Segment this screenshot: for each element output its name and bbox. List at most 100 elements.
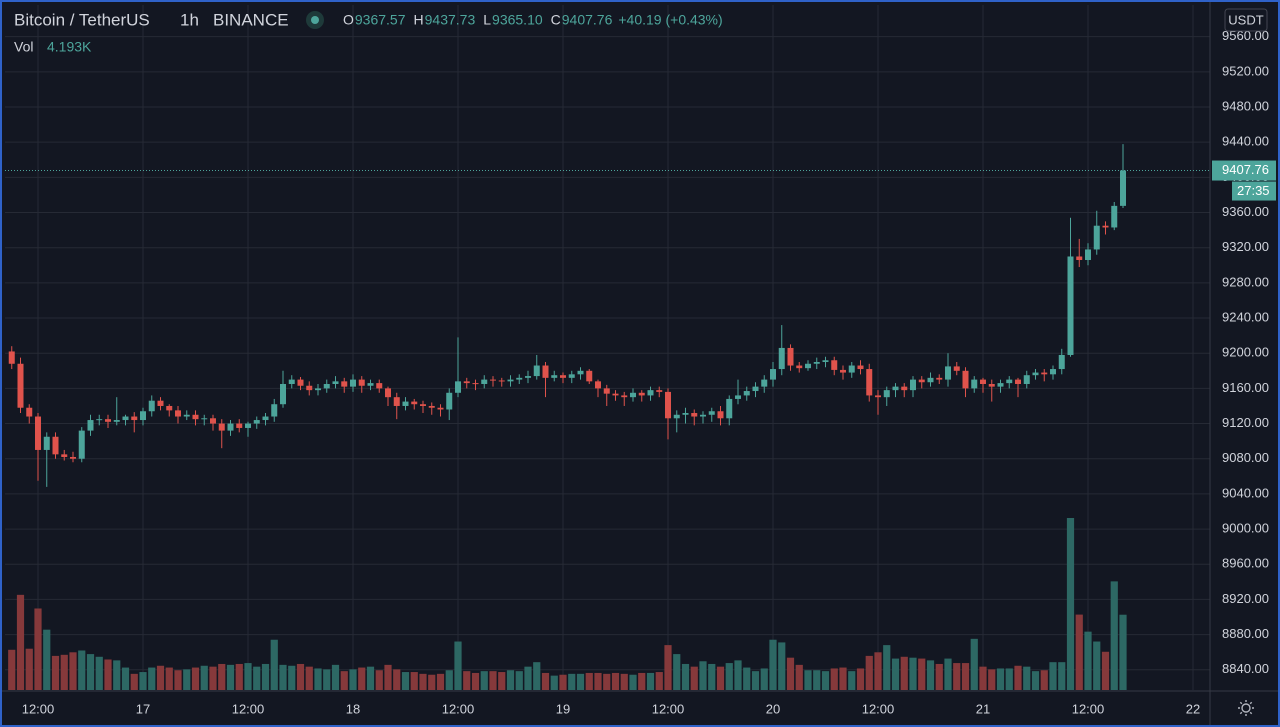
currency-button[interactable] bbox=[1224, 8, 1268, 32]
gear-teeth bbox=[1238, 700, 1254, 716]
y-tick-label: 9320.00 bbox=[1222, 239, 1269, 254]
volume-bar bbox=[996, 668, 1005, 690]
volume-bar bbox=[463, 671, 471, 690]
volume-bar bbox=[734, 660, 742, 690]
volume-bar bbox=[664, 645, 672, 690]
volume-bar bbox=[953, 663, 961, 690]
candle-body bbox=[1120, 170, 1126, 206]
volume-bar bbox=[130, 673, 138, 690]
volume-bar bbox=[410, 672, 418, 690]
volume-bar bbox=[113, 660, 121, 690]
volume-bar bbox=[585, 672, 593, 690]
candle-body bbox=[236, 423, 243, 428]
volume-bar bbox=[25, 648, 33, 690]
volume-bar bbox=[375, 670, 383, 690]
axes: 9560.009520.009480.009440.009400.009360.… bbox=[22, 28, 1276, 716]
candle-body bbox=[910, 379, 916, 391]
volume-bar bbox=[261, 663, 270, 690]
y-tick-label: 9360.00 bbox=[1222, 204, 1269, 219]
volume-bar bbox=[436, 673, 445, 690]
candle-body bbox=[358, 379, 365, 386]
candle-body bbox=[761, 379, 768, 387]
volume-bar bbox=[988, 669, 996, 690]
candle-body bbox=[866, 369, 873, 396]
volume-bar bbox=[1014, 665, 1022, 690]
candle-body bbox=[113, 420, 120, 422]
candle-body bbox=[490, 379, 496, 381]
candle-body bbox=[586, 370, 593, 382]
candle-body bbox=[43, 436, 50, 450]
volume-bar bbox=[716, 666, 725, 690]
volume-bar bbox=[191, 667, 200, 690]
x-tick-label: 20 bbox=[766, 701, 780, 716]
volume-bar bbox=[86, 654, 95, 690]
y-tick-label: 9560.00 bbox=[1222, 28, 1269, 43]
volume-bar bbox=[393, 669, 401, 690]
candle-body bbox=[140, 411, 146, 421]
candle-body bbox=[87, 420, 94, 431]
volume-bar bbox=[104, 659, 112, 690]
candle-body bbox=[735, 395, 741, 399]
volume-bar bbox=[401, 672, 410, 690]
gear-core bbox=[1241, 703, 1251, 713]
candle-body bbox=[551, 375, 558, 378]
candle-body bbox=[656, 390, 663, 392]
volume-bar bbox=[699, 661, 707, 690]
volume-bar bbox=[515, 671, 523, 690]
volume-bar bbox=[121, 667, 130, 690]
volume-bar bbox=[1110, 581, 1118, 690]
candle-body bbox=[770, 369, 776, 380]
candle-body bbox=[1023, 375, 1030, 384]
candle-body bbox=[218, 423, 225, 431]
candle-body bbox=[192, 414, 199, 420]
settings-icon[interactable] bbox=[1238, 700, 1254, 716]
volume-bar bbox=[795, 664, 803, 690]
volume-bar bbox=[384, 664, 392, 690]
symbol: Bitcoin / TetherUS bbox=[14, 10, 150, 29]
candle-body bbox=[210, 418, 216, 424]
volume-bar bbox=[883, 645, 891, 690]
candle-body bbox=[341, 381, 348, 387]
volume-bar bbox=[279, 664, 287, 690]
candle-body bbox=[708, 411, 715, 415]
candle-body bbox=[743, 391, 750, 396]
volume-bar bbox=[366, 666, 375, 690]
volume-bar bbox=[655, 672, 663, 690]
volume-bar bbox=[769, 639, 777, 690]
ohlc-letter: C bbox=[551, 12, 561, 28]
volume-bar bbox=[445, 670, 453, 690]
status-dot bbox=[311, 16, 319, 24]
candle-body bbox=[980, 379, 986, 384]
volume-pane bbox=[8, 518, 1127, 690]
candle-body bbox=[245, 423, 251, 428]
candle-body bbox=[665, 391, 671, 419]
y-tick-label: 9160.00 bbox=[1222, 380, 1269, 395]
candle-body bbox=[402, 401, 409, 406]
candle-body bbox=[796, 365, 803, 369]
volume-bar bbox=[620, 673, 628, 690]
volume-bar bbox=[51, 655, 60, 690]
candle-body bbox=[376, 383, 383, 389]
volume-bar bbox=[830, 668, 838, 690]
y-tick-label: 9080.00 bbox=[1222, 450, 1269, 465]
candle-body bbox=[717, 411, 724, 419]
volume-bar bbox=[1119, 614, 1127, 690]
candle-body bbox=[385, 388, 391, 398]
interval: 1h bbox=[180, 10, 199, 29]
volume-bar bbox=[506, 670, 515, 690]
candle-body bbox=[227, 423, 234, 431]
volume-bar bbox=[743, 667, 751, 690]
volume-bar bbox=[673, 654, 681, 690]
volume-bar bbox=[428, 674, 436, 690]
candle-body bbox=[612, 393, 619, 396]
candle-body bbox=[1006, 379, 1013, 384]
volume-bar bbox=[926, 660, 935, 690]
candle-body bbox=[953, 366, 960, 371]
candle-body bbox=[367, 383, 374, 386]
candle-body bbox=[122, 416, 129, 421]
change: +40.19 (+0.43%) bbox=[618, 12, 722, 28]
volume-bar bbox=[148, 667, 156, 690]
y-tick-label: 9120.00 bbox=[1222, 415, 1269, 430]
candle-body bbox=[157, 400, 164, 406]
